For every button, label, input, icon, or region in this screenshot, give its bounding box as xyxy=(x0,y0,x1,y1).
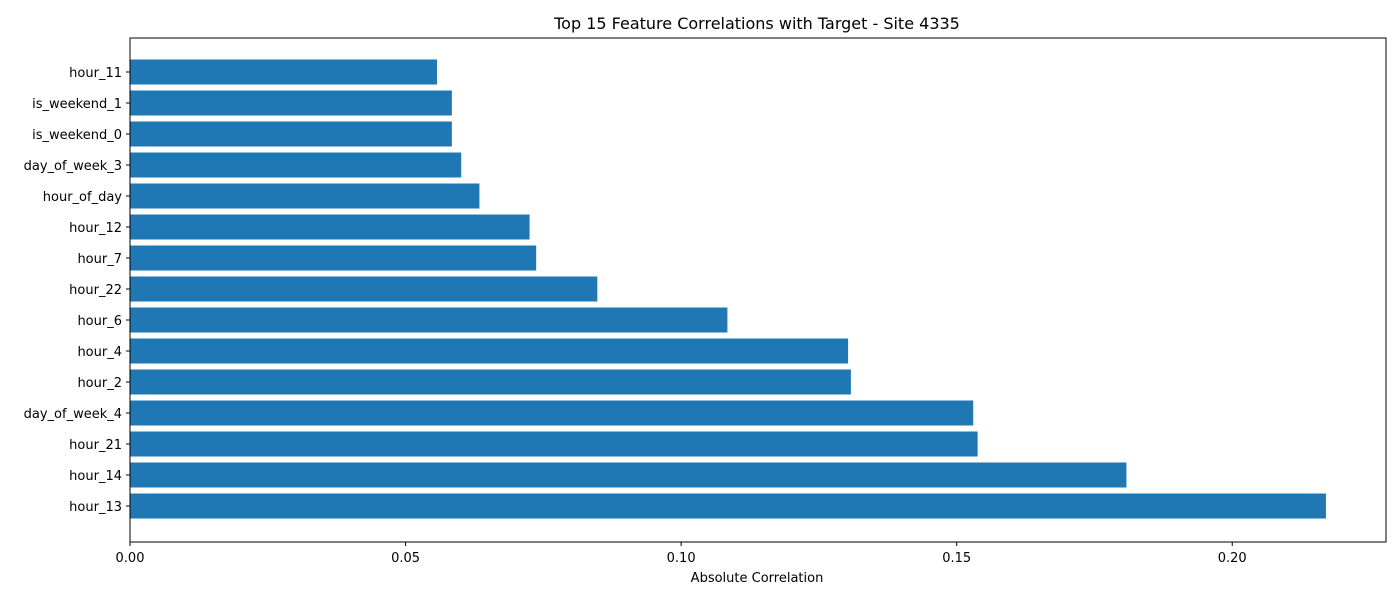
x-tick-label: 0.05 xyxy=(391,551,420,566)
y-tick-label: hour_22 xyxy=(69,283,122,298)
x-tick-label: 0.20 xyxy=(1218,551,1247,566)
bar-hour-14 xyxy=(130,462,1127,488)
bar-hour-7 xyxy=(130,245,537,271)
y-tick-label: hour_2 xyxy=(77,376,122,391)
y-tick-label: day_of_week_3 xyxy=(24,159,122,174)
bar-hour-21 xyxy=(130,431,978,457)
x-tick-label: 0.10 xyxy=(667,551,696,566)
x-axis-label: Absolute Correlation xyxy=(691,571,824,586)
y-tick-label: hour_6 xyxy=(77,314,122,329)
bar-hour-13 xyxy=(130,493,1326,519)
bar-hour-4 xyxy=(130,338,849,364)
bar-is-weekend-0 xyxy=(130,121,452,147)
y-ticks-layer: hour_13 hour_14 hour_21 day_of_week_4 hour_2… xyxy=(24,66,130,515)
y-tick-label: hour_11 xyxy=(69,66,122,81)
y-tick-label: hour_of_day xyxy=(43,190,123,205)
y-tick-label: day_of_week_4 xyxy=(24,407,122,422)
y-tick-label: hour_14 xyxy=(69,469,122,484)
bar-hour-2 xyxy=(130,369,851,395)
bar-day-of-week-4 xyxy=(130,400,974,426)
x-ticks-layer: 0.00 0.05 0.10 0.15 0.20 xyxy=(116,542,1247,566)
bar-is-weekend-1 xyxy=(130,90,452,116)
chart-title: Top 15 Feature Correlations with Target … xyxy=(553,14,960,33)
y-tick-label: is_weekend_0 xyxy=(32,128,122,143)
y-tick-label: hour_13 xyxy=(69,500,122,515)
plot-frame xyxy=(129,37,1387,543)
y-tick-label: hour_12 xyxy=(69,221,122,236)
y-tick-label: hour_7 xyxy=(77,252,122,267)
bar-hour-of-day xyxy=(130,183,480,209)
y-tick-label: is_weekend_1 xyxy=(32,97,122,112)
y-tick-label: hour_4 xyxy=(77,345,122,360)
y-tick-label: hour_21 xyxy=(69,438,122,453)
x-tick-label: 0.00 xyxy=(116,551,145,566)
bar-hour-22 xyxy=(130,276,598,302)
bars-layer xyxy=(130,59,1326,519)
bar-day-of-week-3 xyxy=(130,152,462,178)
bar-hour-12 xyxy=(130,214,530,240)
bar-hour-11 xyxy=(130,59,437,85)
bar-hour-6 xyxy=(130,307,728,333)
x-tick-label: 0.15 xyxy=(942,551,971,566)
